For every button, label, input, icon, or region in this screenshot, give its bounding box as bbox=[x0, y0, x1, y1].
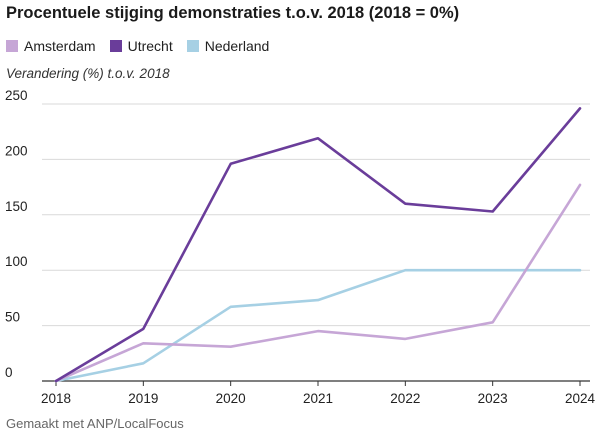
legend: Amsterdam Utrecht Nederland bbox=[6, 38, 283, 54]
y-tick-label: 150 bbox=[5, 199, 28, 214]
y-tick-label: 200 bbox=[5, 143, 28, 158]
y-axis-label: Verandering (%) t.o.v. 2018 bbox=[6, 66, 170, 81]
series-line-amsterdam bbox=[54, 183, 582, 383]
legend-label-nederland: Nederland bbox=[204, 38, 270, 54]
legend-label-utrecht: Utrecht bbox=[127, 38, 173, 54]
x-tick-label: 2023 bbox=[478, 391, 508, 406]
legend-item-nederland[interactable]: Nederland bbox=[186, 38, 270, 54]
y-tick-label: 0 bbox=[5, 365, 13, 380]
legend-swatch-amsterdam bbox=[6, 40, 18, 52]
credit-text: Gemaakt met ANP/LocalFocus bbox=[6, 416, 184, 431]
series-line-nederland bbox=[54, 268, 582, 383]
legend-swatch-nederland bbox=[186, 40, 199, 52]
y-tick-label: 250 bbox=[5, 88, 28, 103]
x-tick-label: 2024 bbox=[565, 391, 596, 406]
x-tick-label: 2020 bbox=[216, 391, 246, 406]
x-tick-label: 2018 bbox=[41, 391, 71, 406]
chart-title: Procentuele stijging demonstraties t.o.v… bbox=[6, 4, 460, 22]
x-tick-label: 2022 bbox=[390, 391, 420, 406]
x-tick-label: 2021 bbox=[303, 391, 333, 406]
y-tick-label: 50 bbox=[5, 310, 20, 325]
y-tick-label: 100 bbox=[5, 254, 28, 269]
x-tick-label: 2019 bbox=[128, 391, 158, 406]
legend-item-amsterdam[interactable]: Amsterdam bbox=[6, 38, 96, 54]
legend-swatch-utrecht bbox=[109, 40, 122, 52]
legend-label-amsterdam: Amsterdam bbox=[24, 38, 96, 54]
legend-item-utrecht[interactable]: Utrecht bbox=[109, 38, 173, 54]
series-line-utrecht bbox=[54, 107, 582, 383]
